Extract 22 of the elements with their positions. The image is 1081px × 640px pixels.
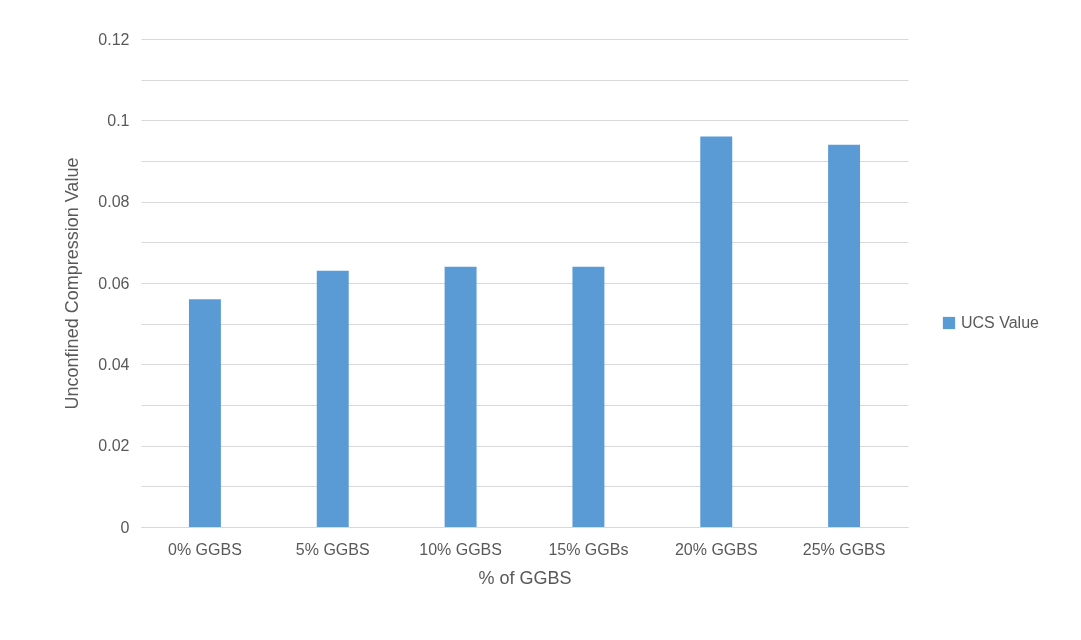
y-tick-label: 0.1 bbox=[107, 111, 130, 129]
bar bbox=[316, 270, 349, 527]
x-tick-label: 20% GGBS bbox=[674, 540, 758, 558]
x-tick-label: 10% GGBS bbox=[419, 540, 502, 558]
x-tick-label: 25% GGBS bbox=[802, 540, 886, 558]
legend-label: UCS Value bbox=[961, 314, 1040, 331]
y-tick-label: 0.06 bbox=[98, 274, 130, 292]
y-tick-label: 0.12 bbox=[98, 30, 130, 48]
x-axis-title: % of GGBS bbox=[478, 567, 572, 588]
bar bbox=[444, 266, 477, 527]
bar bbox=[572, 266, 605, 527]
bar bbox=[188, 299, 221, 527]
bar bbox=[828, 144, 861, 527]
y-tick-label: 0.02 bbox=[98, 437, 130, 455]
x-tick-label: 5% GGBS bbox=[295, 540, 370, 558]
y-tick-label: 0.04 bbox=[98, 355, 130, 373]
bar bbox=[700, 136, 733, 527]
y-tick-label: 0 bbox=[120, 518, 130, 536]
y-tick-label: 0.08 bbox=[98, 193, 130, 211]
y-axis-title: Unconfined Compression Value bbox=[62, 157, 83, 410]
x-tick-label: 15% GGBs bbox=[548, 540, 629, 558]
x-tick-label: 0% GGBS bbox=[168, 540, 242, 558]
